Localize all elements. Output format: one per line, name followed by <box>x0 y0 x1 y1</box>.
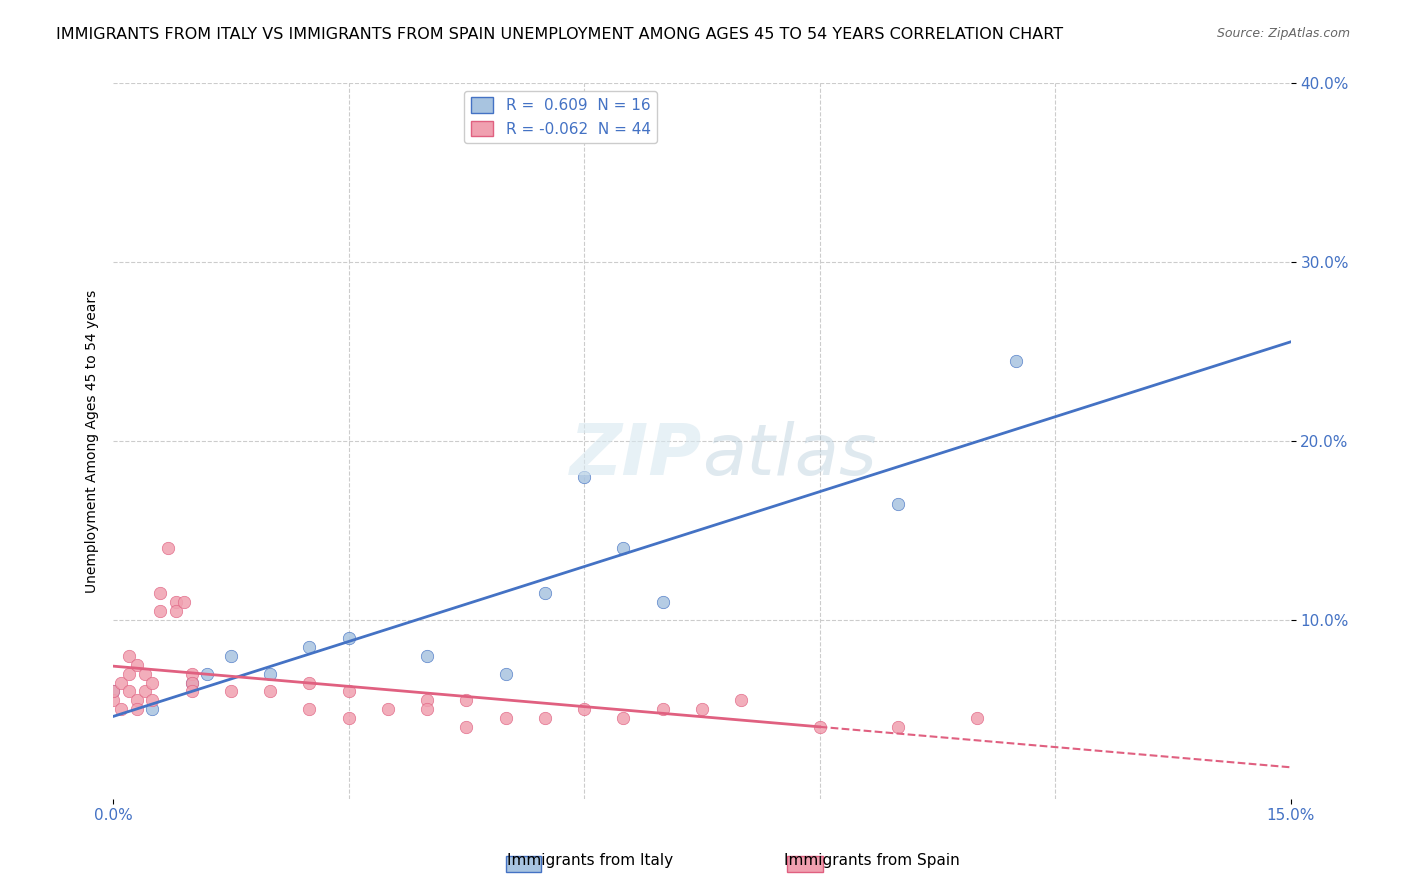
Text: ZIP: ZIP <box>569 421 702 490</box>
Point <box>495 666 517 681</box>
Point <box>259 684 281 698</box>
Point <box>173 595 195 609</box>
Y-axis label: Unemployment Among Ages 45 to 54 years: Unemployment Among Ages 45 to 54 years <box>86 290 100 592</box>
Point <box>651 595 673 609</box>
Point <box>103 693 125 707</box>
Point <box>572 470 595 484</box>
Text: atlas: atlas <box>702 421 876 490</box>
Point <box>887 497 910 511</box>
Point <box>495 711 517 725</box>
Point <box>887 720 910 734</box>
Point <box>534 586 557 600</box>
Point <box>195 666 218 681</box>
Point <box>103 684 125 698</box>
Point <box>808 720 831 734</box>
Point <box>134 684 156 698</box>
Point <box>690 702 713 716</box>
Point <box>730 693 752 707</box>
Point <box>337 631 360 645</box>
Point <box>141 675 163 690</box>
Point <box>141 702 163 716</box>
Point <box>651 702 673 716</box>
Point <box>219 684 242 698</box>
Point <box>534 711 557 725</box>
Point <box>966 711 988 725</box>
Point <box>298 702 321 716</box>
Point <box>337 684 360 698</box>
Point <box>149 586 172 600</box>
Point <box>416 693 439 707</box>
Point <box>125 657 148 672</box>
Point <box>337 711 360 725</box>
Point <box>134 666 156 681</box>
Point <box>118 666 141 681</box>
Point <box>456 720 478 734</box>
Point <box>180 666 202 681</box>
Point <box>118 648 141 663</box>
Point <box>298 640 321 654</box>
Point <box>110 675 132 690</box>
Point <box>219 648 242 663</box>
Point <box>416 648 439 663</box>
Point <box>416 702 439 716</box>
Point <box>149 604 172 618</box>
Point <box>110 702 132 716</box>
Point <box>1005 353 1028 368</box>
Legend: R =  0.609  N = 16, R = -0.062  N = 44: R = 0.609 N = 16, R = -0.062 N = 44 <box>464 91 657 143</box>
Point <box>180 675 202 690</box>
Point <box>259 666 281 681</box>
Point <box>157 541 180 556</box>
Text: IMMIGRANTS FROM ITALY VS IMMIGRANTS FROM SPAIN UNEMPLOYMENT AMONG AGES 45 TO 54 : IMMIGRANTS FROM ITALY VS IMMIGRANTS FROM… <box>56 27 1063 42</box>
Point <box>612 711 634 725</box>
Point <box>377 702 399 716</box>
Point <box>456 693 478 707</box>
Point <box>125 693 148 707</box>
Point <box>180 684 202 698</box>
Text: Immigrants from Italy: Immigrants from Italy <box>508 854 673 868</box>
Point <box>612 541 634 556</box>
Point <box>165 595 187 609</box>
Point <box>141 693 163 707</box>
Text: Source: ZipAtlas.com: Source: ZipAtlas.com <box>1216 27 1350 40</box>
Point <box>572 702 595 716</box>
Text: Immigrants from Spain: Immigrants from Spain <box>785 854 960 868</box>
Point <box>125 702 148 716</box>
Point <box>103 684 125 698</box>
Point <box>180 675 202 690</box>
Point <box>298 675 321 690</box>
Point <box>165 604 187 618</box>
Point <box>118 684 141 698</box>
